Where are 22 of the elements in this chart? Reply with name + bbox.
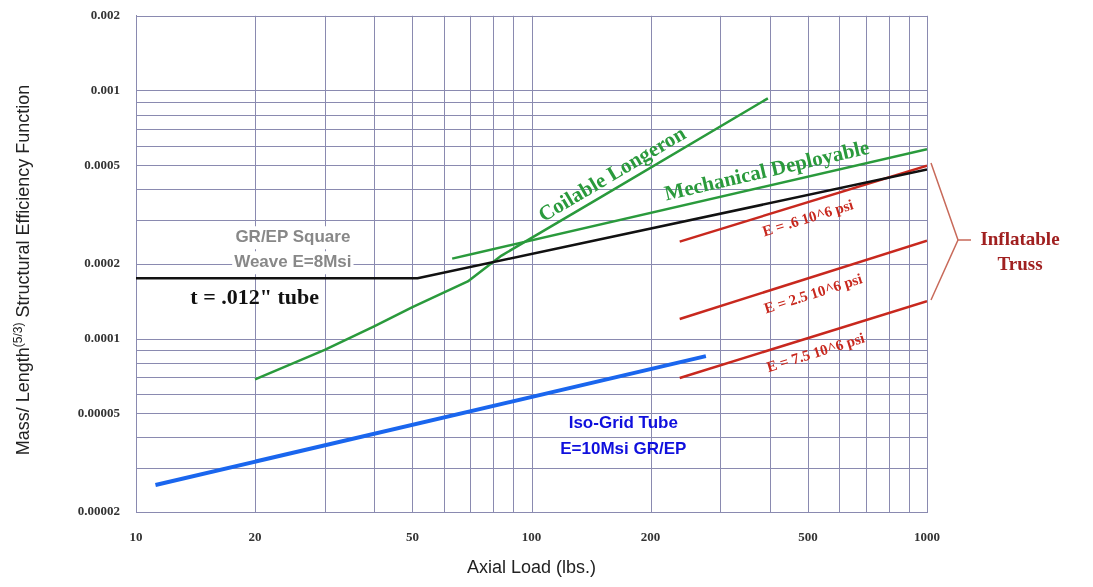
x-tick-label: 100 [521, 529, 542, 545]
series-label: t = .012" tube [190, 283, 320, 309]
x-tick-label: 200 [640, 529, 661, 545]
y-tick-label: 0.001 [90, 81, 120, 97]
x-tick-label: 1000 [914, 529, 940, 545]
annotation: GR/EP Square Weave E=8Msi [234, 227, 352, 272]
y-tick-label: 0.0001 [84, 329, 120, 345]
text: E = 2.5 10^6 psi [762, 270, 865, 317]
y-tick-label: 0.002 [90, 7, 120, 23]
x-tick-label: 10 [129, 529, 143, 545]
text: E = 7.5 10^6 psi [764, 329, 867, 376]
x-tick-label: 500 [798, 529, 818, 545]
series-label: Iso-Grid Tube E=10Msi GR/EP [560, 413, 687, 459]
y-tick-label: 0.00002 [77, 503, 120, 519]
y-tick-label: 0.0002 [84, 255, 120, 271]
y-tick-label: 0.0005 [84, 156, 121, 172]
annotation: Inflatable Truss [980, 228, 1060, 275]
x-tick-label: 20 [248, 529, 262, 545]
x-axis-title: Axial Load (lbs.) [466, 557, 597, 578]
x-tick-label: 50 [405, 529, 419, 545]
text: E = .6 10^6 psi [760, 196, 856, 240]
y-tick-label: 0.00005 [77, 404, 121, 420]
